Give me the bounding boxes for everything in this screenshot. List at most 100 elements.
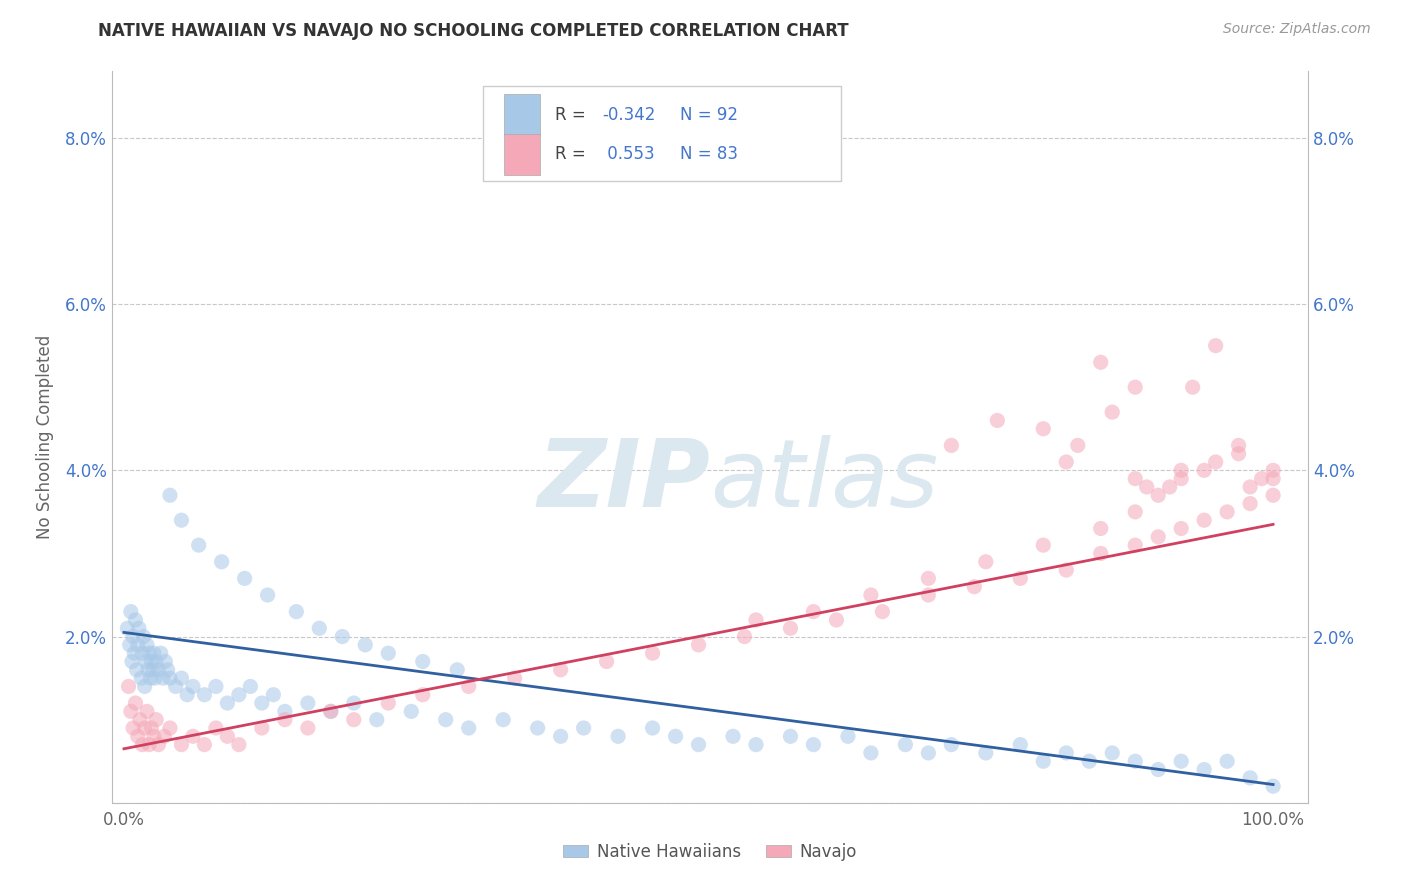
Point	[1216, 505, 1239, 519]
Point	[503, 671, 526, 685]
Point	[664, 729, 686, 743]
Text: N = 92: N = 92	[681, 105, 738, 123]
Point	[1054, 455, 1077, 469]
Point	[134, 721, 156, 735]
Point	[143, 671, 166, 685]
Point	[142, 646, 165, 660]
Point	[117, 621, 139, 635]
Point	[872, 605, 894, 619]
Point	[1261, 488, 1284, 502]
Point	[1239, 497, 1261, 511]
Point	[1159, 480, 1181, 494]
Point	[1170, 754, 1192, 768]
FancyBboxPatch shape	[505, 95, 540, 135]
Legend: Native Hawaiians, Navajo: Native Hawaiians, Navajo	[557, 837, 863, 868]
Point	[131, 646, 153, 660]
Point	[136, 638, 159, 652]
Point	[145, 655, 167, 669]
Point	[193, 688, 215, 702]
Point	[457, 680, 479, 694]
Point	[1181, 380, 1204, 394]
Point	[343, 696, 366, 710]
Point	[129, 713, 152, 727]
Point	[1123, 505, 1146, 519]
Point	[354, 638, 377, 652]
Point	[641, 721, 664, 735]
Point	[1078, 754, 1101, 768]
Point	[641, 646, 664, 660]
Point	[1147, 763, 1170, 777]
Point	[1054, 746, 1077, 760]
Point	[917, 571, 939, 585]
Point	[122, 721, 145, 735]
Point	[1147, 530, 1170, 544]
Point	[986, 413, 1008, 427]
Point	[1205, 338, 1227, 352]
Point	[1123, 538, 1146, 552]
Point	[1123, 754, 1146, 768]
Text: R =: R =	[554, 145, 591, 163]
Point	[366, 713, 388, 727]
Point	[1227, 438, 1250, 452]
Point	[117, 680, 139, 694]
Point	[412, 688, 434, 702]
Point	[131, 738, 153, 752]
Point	[125, 663, 148, 677]
Point	[1216, 754, 1239, 768]
Point	[745, 738, 768, 752]
Point	[1090, 355, 1112, 369]
Point	[412, 655, 434, 669]
Text: Source: ZipAtlas.com: Source: ZipAtlas.com	[1223, 22, 1371, 37]
Point	[803, 605, 825, 619]
Point	[181, 729, 204, 743]
Point	[607, 729, 630, 743]
Point	[1192, 513, 1215, 527]
Point	[170, 671, 193, 685]
Point	[1123, 472, 1146, 486]
Point	[159, 671, 181, 685]
Point	[1090, 546, 1112, 560]
Point	[152, 671, 174, 685]
Point	[1192, 763, 1215, 777]
Point	[136, 663, 159, 677]
Point	[434, 713, 457, 727]
Point	[141, 655, 163, 669]
Point	[139, 671, 162, 685]
Point	[917, 746, 939, 760]
Text: atlas: atlas	[710, 435, 938, 526]
Point	[734, 630, 756, 644]
Point	[148, 738, 170, 752]
Point	[1261, 472, 1284, 486]
Point	[228, 738, 250, 752]
FancyBboxPatch shape	[505, 135, 540, 175]
Text: N = 83: N = 83	[681, 145, 738, 163]
Point	[1239, 480, 1261, 494]
Point	[250, 721, 273, 735]
Point	[193, 738, 215, 752]
Point	[963, 580, 986, 594]
Point	[1090, 521, 1112, 535]
Point	[1032, 538, 1054, 552]
Point	[262, 688, 284, 702]
Point	[1261, 463, 1284, 477]
Point	[120, 705, 142, 719]
Point	[492, 713, 515, 727]
Point	[1136, 480, 1159, 494]
Point	[285, 605, 308, 619]
Point	[859, 588, 882, 602]
Point	[1101, 746, 1123, 760]
Point	[550, 663, 572, 677]
Y-axis label: No Schooling Completed: No Schooling Completed	[35, 335, 53, 539]
Point	[256, 588, 278, 602]
Point	[377, 696, 399, 710]
Point	[127, 638, 149, 652]
Point	[688, 738, 710, 752]
Point	[122, 630, 145, 644]
Point	[572, 721, 595, 735]
Point	[457, 721, 479, 735]
Point	[121, 655, 143, 669]
Point	[217, 696, 239, 710]
Point	[170, 513, 193, 527]
Point	[1250, 472, 1272, 486]
Point	[837, 729, 859, 743]
